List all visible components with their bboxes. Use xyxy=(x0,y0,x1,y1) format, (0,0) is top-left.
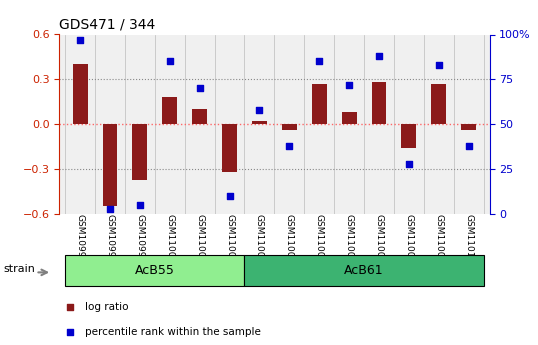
Point xyxy=(374,53,383,59)
Text: GSM11002: GSM11002 xyxy=(225,214,234,263)
Bar xyxy=(65,255,244,286)
Text: GSM11003: GSM11003 xyxy=(255,214,264,263)
Text: GSM11000: GSM11000 xyxy=(165,214,174,263)
Point xyxy=(105,206,114,211)
Text: AcB55: AcB55 xyxy=(135,264,175,277)
Point xyxy=(76,37,84,43)
Point xyxy=(166,59,174,64)
Text: GSM11007: GSM11007 xyxy=(374,214,384,263)
Point xyxy=(435,62,443,68)
Text: GSM11008: GSM11008 xyxy=(405,214,413,263)
Text: strain: strain xyxy=(3,264,35,274)
Text: GSM11005: GSM11005 xyxy=(315,214,324,263)
Point xyxy=(315,59,323,64)
Bar xyxy=(73,65,88,124)
Bar xyxy=(461,124,476,130)
Bar xyxy=(312,84,327,124)
Text: GSM11001: GSM11001 xyxy=(195,214,204,263)
Bar xyxy=(132,124,147,179)
Bar xyxy=(342,112,357,124)
Point xyxy=(345,82,353,88)
Point xyxy=(405,161,413,166)
Text: AcB61: AcB61 xyxy=(344,264,384,277)
Point xyxy=(285,143,294,148)
Bar xyxy=(162,97,177,124)
Bar xyxy=(244,255,484,286)
Bar xyxy=(401,124,416,148)
Point xyxy=(66,304,74,309)
Text: GSM10998: GSM10998 xyxy=(105,214,115,263)
Text: GSM10997: GSM10997 xyxy=(76,214,84,263)
Bar xyxy=(252,121,267,124)
Bar xyxy=(103,124,117,206)
Text: log ratio: log ratio xyxy=(85,302,129,312)
Point xyxy=(136,202,144,208)
Bar xyxy=(282,124,297,130)
Point xyxy=(195,86,204,91)
Bar xyxy=(431,84,446,124)
Text: GSM10999: GSM10999 xyxy=(136,214,144,263)
Point xyxy=(255,107,264,112)
Text: percentile rank within the sample: percentile rank within the sample xyxy=(85,327,261,337)
Point xyxy=(225,193,234,199)
Bar xyxy=(222,124,237,172)
Point xyxy=(464,143,473,148)
Text: GSM11004: GSM11004 xyxy=(285,214,294,263)
Text: GSM11006: GSM11006 xyxy=(345,214,353,263)
Text: GSM11009: GSM11009 xyxy=(434,214,443,263)
Text: GSM11010: GSM11010 xyxy=(464,214,473,263)
Point xyxy=(66,329,74,335)
Bar xyxy=(192,109,207,124)
Text: GDS471 / 344: GDS471 / 344 xyxy=(59,18,155,32)
Bar xyxy=(372,82,386,124)
